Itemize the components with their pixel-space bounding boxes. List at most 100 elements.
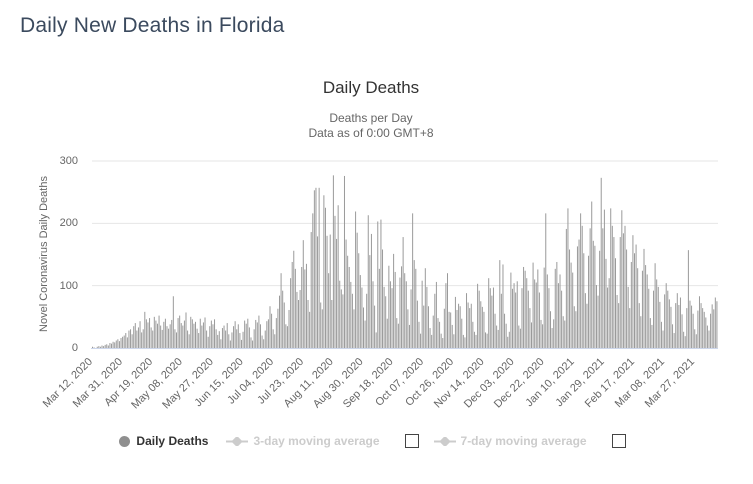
daily-deaths-bar bbox=[169, 324, 171, 348]
daily-deaths-bar bbox=[111, 343, 113, 348]
daily-deaths-bar bbox=[272, 329, 274, 348]
daily-deaths-bar bbox=[171, 319, 173, 348]
daily-deaths-bar bbox=[331, 300, 333, 348]
legend-item-7-day-moving-average[interactable]: 7-day moving average bbox=[433, 434, 587, 448]
daily-deaths-bar bbox=[540, 319, 542, 348]
daily-deaths-bar bbox=[226, 323, 228, 348]
daily-deaths-bar bbox=[461, 318, 463, 348]
daily-deaths-bar bbox=[131, 334, 133, 348]
daily-deaths-bar bbox=[348, 266, 350, 348]
daily-deaths-bar bbox=[137, 327, 139, 348]
daily-deaths-bar bbox=[161, 329, 163, 348]
daily-deaths-bar bbox=[372, 281, 374, 348]
legend-checkbox-7-day-moving-average[interactable] bbox=[611, 434, 626, 448]
daily-deaths-bar bbox=[556, 261, 558, 348]
chart-subtitle-line1: Deaths per Day bbox=[329, 111, 413, 125]
legend-item-3-day-moving-average[interactable]: 3-day moving average bbox=[226, 434, 380, 448]
chart-title: Daily Deaths bbox=[322, 78, 420, 97]
daily-deaths-bar bbox=[458, 303, 460, 348]
daily-deaths-bar bbox=[291, 261, 293, 348]
daily-deaths-bar bbox=[546, 274, 548, 348]
daily-deaths-bar bbox=[402, 237, 404, 348]
daily-deaths-bar bbox=[602, 228, 604, 348]
daily-deaths-bar bbox=[470, 303, 472, 348]
daily-deaths-bar bbox=[453, 334, 455, 348]
daily-deaths-bar bbox=[128, 330, 130, 348]
daily-deaths-bar bbox=[643, 248, 645, 348]
daily-deaths-bar bbox=[290, 278, 292, 348]
daily-deaths-bar bbox=[145, 319, 147, 348]
daily-deaths-bar bbox=[500, 293, 502, 348]
daily-deaths-bar bbox=[233, 326, 235, 348]
daily-deaths-bar bbox=[534, 279, 536, 348]
daily-deaths-bar bbox=[391, 288, 393, 348]
daily-deaths-bar bbox=[670, 306, 672, 348]
daily-deaths-bar bbox=[691, 305, 693, 348]
daily-deaths-bar bbox=[370, 233, 372, 348]
daily-deaths-bar bbox=[513, 283, 515, 348]
daily-deaths-bar bbox=[152, 330, 154, 348]
daily-deaths-bar bbox=[548, 288, 550, 348]
daily-deaths-bar bbox=[410, 289, 412, 348]
daily-deaths-bar bbox=[172, 296, 174, 348]
daily-deaths-bar bbox=[122, 336, 124, 348]
daily-deaths-bar bbox=[404, 273, 406, 348]
daily-deaths-bar bbox=[681, 314, 683, 348]
daily-deaths-bar bbox=[421, 280, 423, 348]
daily-deaths-bar bbox=[573, 306, 575, 348]
daily-deaths-bar bbox=[431, 334, 433, 348]
daily-deaths-bar bbox=[702, 308, 704, 348]
daily-deaths-bar bbox=[420, 333, 422, 348]
daily-deaths-bar bbox=[588, 255, 590, 348]
legend-checkbox-3-day-moving-average[interactable] bbox=[404, 434, 419, 448]
daily-deaths-bar bbox=[386, 318, 388, 348]
daily-deaths-bar bbox=[225, 330, 227, 348]
daily-deaths-bar bbox=[689, 300, 691, 348]
daily-deaths-bar bbox=[678, 304, 680, 348]
daily-deaths-bar bbox=[447, 273, 448, 348]
daily-deaths-bar bbox=[427, 306, 429, 348]
daily-deaths-bar bbox=[557, 283, 559, 348]
daily-deaths-bar bbox=[599, 250, 601, 348]
daily-deaths-bar bbox=[347, 255, 349, 348]
daily-deaths-bar bbox=[153, 316, 155, 348]
daily-deaths-bar bbox=[269, 306, 271, 348]
daily-deaths-bar bbox=[195, 321, 197, 348]
daily-deaths-bar bbox=[267, 319, 269, 348]
daily-deaths-bar bbox=[637, 268, 639, 348]
daily-deaths-bar bbox=[632, 235, 634, 348]
daily-deaths-bar bbox=[554, 268, 556, 348]
line-diamond-marker-icon bbox=[226, 436, 249, 446]
daily-deaths-bar bbox=[106, 344, 108, 348]
daily-deaths-bar bbox=[448, 311, 450, 348]
daily-deaths-bar bbox=[343, 175, 345, 348]
daily-deaths-bar bbox=[627, 286, 629, 348]
daily-deaths-bar bbox=[630, 261, 632, 348]
daily-deaths-bar bbox=[480, 301, 482, 348]
daily-deaths-bar bbox=[529, 308, 531, 348]
daily-deaths-bar bbox=[244, 320, 246, 348]
daily-deaths-bar bbox=[296, 291, 298, 348]
daily-deaths-bar bbox=[657, 286, 659, 348]
daily-deaths-bar bbox=[532, 262, 534, 348]
daily-deaths-bar bbox=[168, 328, 170, 348]
daily-deaths-bar bbox=[345, 239, 347, 348]
daily-deaths-bar bbox=[466, 293, 468, 348]
daily-deaths-bar bbox=[356, 232, 358, 348]
legend-item-daily-deaths[interactable]: Daily Deaths bbox=[119, 434, 208, 448]
daily-deaths-bar bbox=[101, 345, 103, 348]
daily-deaths-bar bbox=[288, 309, 290, 348]
daily-deaths-bar bbox=[236, 329, 238, 348]
page-title: Daily New Deaths in Florida bbox=[20, 14, 285, 37]
daily-deaths-bar bbox=[708, 330, 710, 348]
daily-deaths-bar bbox=[377, 221, 379, 348]
daily-deaths-bar bbox=[177, 318, 179, 348]
daily-deaths-bar bbox=[375, 332, 377, 348]
daily-deaths-bar bbox=[565, 228, 567, 348]
daily-deaths-bar bbox=[716, 301, 718, 348]
daily-deaths-bar bbox=[607, 287, 609, 348]
daily-deaths-bar bbox=[188, 334, 190, 348]
daily-deaths-bar bbox=[703, 311, 705, 348]
daily-deaths-bar bbox=[175, 332, 177, 348]
daily-deaths-bar bbox=[561, 290, 563, 348]
